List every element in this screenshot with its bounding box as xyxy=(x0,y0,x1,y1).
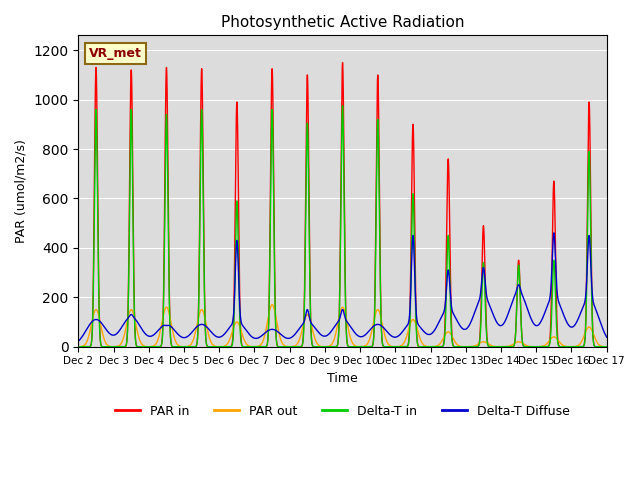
Delta-T in xyxy=(188,344,195,349)
Delta-T in xyxy=(601,344,609,349)
PAR out xyxy=(273,316,280,322)
Legend: PAR in, PAR out, Delta-T in, Delta-T Diffuse: PAR in, PAR out, Delta-T in, Delta-T Dif… xyxy=(109,400,575,423)
Delta-T Diffuse xyxy=(550,230,557,236)
Delta-T Diffuse xyxy=(601,331,609,336)
Delta-T Diffuse xyxy=(490,314,498,320)
PAR in xyxy=(182,344,189,349)
Delta-T in xyxy=(415,344,423,349)
Line: PAR in: PAR in xyxy=(79,62,607,347)
Delta-T in xyxy=(182,344,189,349)
PAR in xyxy=(490,344,498,349)
PAR out xyxy=(268,302,276,308)
Delta-T in xyxy=(339,103,346,108)
PAR out xyxy=(603,344,611,349)
Delta-T Diffuse xyxy=(188,330,195,336)
PAR out xyxy=(497,344,505,349)
PAR out xyxy=(188,341,195,347)
PAR out xyxy=(490,344,498,349)
PAR in xyxy=(415,344,423,349)
PAR out xyxy=(415,333,423,339)
Delta-T in xyxy=(272,335,280,340)
X-axis label: Time: Time xyxy=(327,372,358,385)
Delta-T Diffuse xyxy=(75,338,83,344)
PAR out xyxy=(182,344,189,349)
PAR in xyxy=(188,344,195,349)
PAR in xyxy=(272,333,280,339)
Delta-T Diffuse xyxy=(182,335,189,340)
PAR out xyxy=(75,344,83,349)
Line: Delta-T in: Delta-T in xyxy=(79,106,607,347)
Y-axis label: PAR (umol/m2/s): PAR (umol/m2/s) xyxy=(15,139,28,243)
PAR in xyxy=(75,344,83,349)
Delta-T in xyxy=(497,344,505,349)
Delta-T in xyxy=(603,344,611,349)
Text: VR_met: VR_met xyxy=(89,47,142,60)
PAR in xyxy=(339,60,346,65)
Delta-T Diffuse xyxy=(603,334,611,340)
Line: Delta-T Diffuse: Delta-T Diffuse xyxy=(79,233,607,341)
PAR out xyxy=(601,344,609,349)
Delta-T in xyxy=(490,344,498,349)
Title: Photosynthetic Active Radiation: Photosynthetic Active Radiation xyxy=(221,15,464,30)
Delta-T Diffuse xyxy=(272,328,280,334)
PAR in xyxy=(601,344,609,349)
Line: PAR out: PAR out xyxy=(79,305,607,347)
Delta-T Diffuse xyxy=(415,323,423,329)
PAR in xyxy=(603,344,611,349)
PAR in xyxy=(497,344,505,349)
Delta-T in xyxy=(75,344,83,349)
